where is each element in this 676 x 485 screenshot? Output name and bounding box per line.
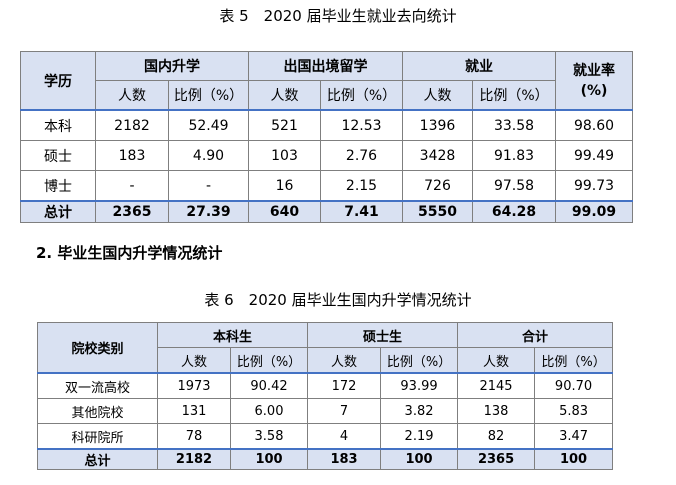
- degree-header: 学历: [20, 51, 96, 111]
- table5-header-row: 学历 国内升学 出国出境留学 就业 就业率 (%): [20, 51, 633, 111]
- total-cell: 183: [307, 448, 382, 470]
- table-cell: 82: [457, 423, 536, 450]
- table-cell: 2145: [457, 372, 536, 399]
- count-subheader: 人数: [307, 347, 382, 374]
- domestic-study-table: 院校类别 本科生 硕士生 合计 人数 比例（%） 人数 比例（%） 人数 比例（…: [37, 322, 614, 470]
- total-label-cell: 总计: [37, 448, 158, 470]
- table-cell: 99.49: [555, 140, 633, 171]
- table-row: 双一流高校 1973 90.42 172 93.99 2145 90.70: [37, 372, 614, 399]
- total-cell: 100: [229, 448, 309, 470]
- row-label-cell: 其他院校: [37, 398, 158, 424]
- table5-total-row: 总计 2365 27.39 640 7.41 5550 64.28 99.09: [20, 200, 633, 223]
- study-abroad-header: 出国出境留学: [248, 51, 403, 81]
- total-cell: 2365: [457, 448, 536, 470]
- count-subheader: 人数: [402, 80, 473, 111]
- table6-caption: 表 6 2020 届毕业生国内升学情况统计: [204, 291, 472, 309]
- table6-total-row: 总计 2182 100 183 100 2365 100: [37, 448, 614, 470]
- row-label-cell: 双一流高校: [37, 372, 158, 399]
- total-cell: 2365: [95, 200, 169, 223]
- row-label-cell: 博士: [20, 170, 96, 202]
- table-cell: 2182: [95, 109, 169, 141]
- table-cell: 1396: [402, 109, 473, 141]
- employment-rate-header: 就业率 (%): [555, 51, 633, 111]
- count-subheader: 人数: [95, 80, 169, 111]
- total-cell: 7.41: [320, 200, 403, 223]
- row-label-cell: 硕士: [20, 140, 96, 171]
- table-cell: 33.58: [472, 109, 556, 141]
- table-cell: 90.70: [534, 372, 614, 399]
- table-cell: 172: [307, 372, 382, 399]
- table-row: 硕士 183 4.90 103 2.76 3428 91.83 99.49: [20, 140, 633, 171]
- table-cell: -: [95, 170, 169, 202]
- employment-destination-table: 学历 国内升学 出国出境留学 就业 就业率 (%) 人数 比例（%） 人数 比例…: [20, 51, 633, 223]
- table-cell: 3.82: [380, 398, 459, 424]
- total-cell: 99.09: [555, 200, 633, 223]
- table-cell: 726: [402, 170, 473, 202]
- table-cell: 138: [457, 398, 536, 424]
- total-cell: 64.28: [472, 200, 556, 223]
- institution-type-header: 院校类别: [37, 322, 158, 374]
- table-cell: 3.47: [534, 423, 614, 450]
- table-cell: 99.73: [555, 170, 633, 202]
- undergraduate-header: 本科生: [156, 322, 309, 348]
- table-row: 博士 - -16 2.15 726 97.58 99.73: [20, 170, 633, 202]
- table-cell: -: [168, 170, 249, 202]
- total-label-cell: 总计: [20, 200, 96, 223]
- table-row: 科研院所 78 3.58 4 2.19 82 3.47: [37, 423, 614, 450]
- table-cell: 6.00: [229, 398, 309, 424]
- table-cell: 521: [248, 109, 321, 141]
- table5-caption: 表 5 2020 届毕业生就业去向统计: [219, 7, 457, 25]
- table-cell: 3428: [402, 140, 473, 171]
- total-cell: 640: [248, 200, 321, 223]
- table-cell: 4: [307, 423, 382, 450]
- table-cell: 4.90: [168, 140, 249, 171]
- table-cell: 7: [307, 398, 382, 424]
- table-cell: 3.58: [229, 423, 309, 450]
- row-label-cell: 科研院所: [37, 423, 158, 450]
- table-cell: 5.83: [534, 398, 614, 424]
- table-cell: 103: [248, 140, 321, 171]
- ratio-subheader: 比例（%）: [472, 80, 556, 111]
- count-subheader: 人数: [157, 347, 231, 374]
- domestic-study-header: 国内升学: [95, 51, 249, 81]
- ratio-subheader: 比例（%）: [320, 80, 403, 111]
- table-row: 本科 2182 52.49 521 12.53 1396 33.58 98.60: [20, 109, 633, 141]
- total-cell: 27.39: [168, 200, 249, 223]
- table-cell: 12.53: [320, 109, 403, 141]
- section-heading: 2. 毕业生国内升学情况统计: [36, 244, 223, 262]
- table-cell: 1973: [157, 372, 231, 399]
- table-cell: 91.83: [472, 140, 556, 171]
- total-cell: 2182: [157, 448, 231, 470]
- table-cell: 90.42: [229, 372, 309, 399]
- ratio-subheader: 比例（%）: [534, 347, 614, 374]
- total-cell: 100: [534, 448, 614, 470]
- ratio-subheader: 比例（%）: [168, 80, 249, 111]
- count-subheader: 人数: [457, 347, 536, 374]
- table6-subheader-row: 人数 比例（%） 人数 比例（%） 人数 比例（%）: [38, 347, 614, 374]
- sum-header: 合计: [457, 322, 614, 348]
- table6-header-row: 院校类别 本科生 硕士生 合计: [37, 322, 614, 374]
- table-cell: 2.15: [320, 170, 403, 202]
- table-cell: 98.60: [555, 109, 633, 141]
- table-cell: 131: [157, 398, 231, 424]
- table-cell: 52.49: [168, 109, 249, 141]
- row-label-cell: 本科: [20, 109, 96, 141]
- table5-subheader-row: 人数 比例（%） 人数 比例（%） 人数 比例（%）: [21, 80, 633, 111]
- table-cell: 183: [95, 140, 169, 171]
- ratio-subheader: 比例（%）: [380, 347, 459, 374]
- table-cell: 2.19: [380, 423, 459, 450]
- table-cell: 78: [157, 423, 231, 450]
- table-cell: 93.99: [380, 372, 459, 399]
- master-header: 硕士生: [307, 322, 459, 348]
- table-row: 其他院校 131 6.00 7 3.82 138 5.83: [37, 398, 614, 424]
- table-cell: 97.58: [472, 170, 556, 202]
- total-cell: 5550: [402, 200, 473, 223]
- ratio-subheader: 比例（%）: [229, 347, 309, 374]
- total-cell: 100: [380, 448, 459, 470]
- count-subheader: 人数: [248, 80, 321, 111]
- table-cell: 2.76: [320, 140, 403, 171]
- table-cell: 16: [248, 170, 321, 202]
- employment-header: 就业: [402, 51, 556, 81]
